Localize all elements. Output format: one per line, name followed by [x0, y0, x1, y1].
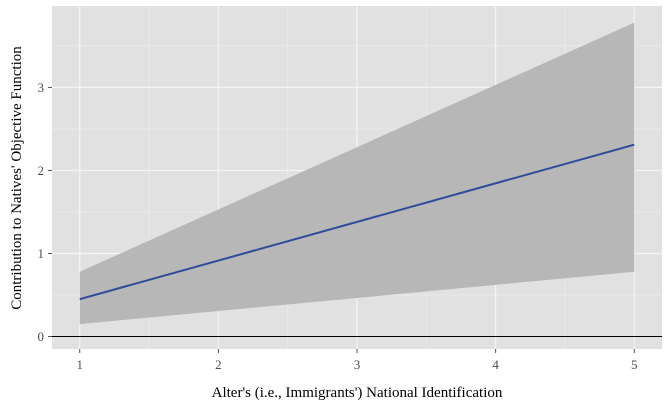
x-tick-label: 5: [631, 357, 638, 372]
x-tick-label: 2: [215, 357, 222, 372]
y-axis-title: Contribution to Natives' Objective Funct…: [9, 46, 25, 310]
y-tick-label: 2: [38, 163, 45, 178]
x-tick-label: 3: [354, 357, 361, 372]
y-axis-ticks: 0 1 2 3: [38, 80, 52, 344]
y-tick-label: 1: [38, 246, 45, 261]
x-axis-title: Alter's (i.e., Immigrants') National Ide…: [212, 385, 503, 401]
confidence-ribbon: [79, 22, 635, 325]
y-tick-label: 3: [38, 80, 45, 95]
x-tick-label: 4: [492, 357, 499, 372]
x-tick-label: 1: [76, 357, 83, 372]
x-axis-ticks: 1 2 3 4 5: [76, 349, 638, 372]
fitted-line: [79, 143, 635, 301]
y-tick-label: 0: [38, 329, 45, 344]
